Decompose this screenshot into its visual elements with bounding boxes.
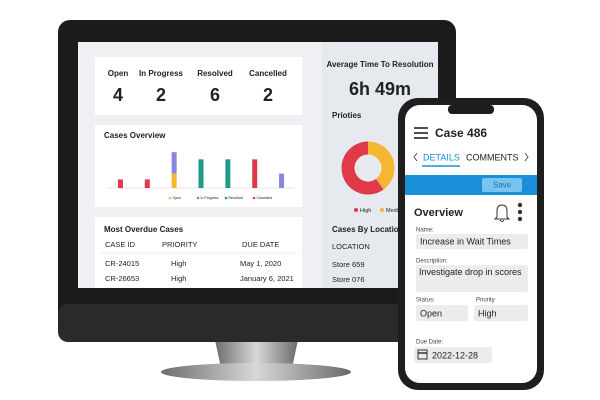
- column-header: DUE DATE: [242, 240, 279, 249]
- save-button[interactable]: [482, 178, 522, 192]
- field-value-box: Investigate drop in scores: [419, 267, 522, 277]
- field-value: Investigate drop in scores: [419, 267, 522, 277]
- tab[interactable]: COMMENTS: [466, 152, 519, 162]
- bar: [171, 152, 177, 174]
- field-label: Name:: [416, 228, 434, 234]
- cell: High: [171, 274, 186, 283]
- cell: CR-26653: [105, 274, 139, 283]
- bar: [279, 173, 285, 188]
- cell: Store 659: [332, 260, 365, 269]
- field-value: Increase in Wait Times: [420, 236, 511, 246]
- legend-label: Open: [173, 196, 182, 200]
- bar: [225, 159, 231, 188]
- legend-swatch: [354, 208, 358, 212]
- cell: CR-24015: [105, 259, 139, 268]
- stat-label: Cancelled: [249, 69, 287, 78]
- bell-icon[interactable]: [493, 204, 511, 222]
- field-box[interactable]: [416, 265, 528, 292]
- donut-slice: [367, 141, 395, 190]
- avg-time: 6h 49m: [349, 79, 411, 99]
- card-title: Cases By Location: [332, 225, 404, 234]
- tab-prev[interactable]: [413, 152, 418, 162]
- section-title: Overview: [414, 207, 463, 219]
- field-value: 2022-12-28: [432, 350, 478, 360]
- legend-swatch: [224, 196, 228, 200]
- donut-chart: High Medium: [341, 141, 406, 214]
- donut-slice: [341, 141, 384, 195]
- monitor-chin: [58, 304, 456, 342]
- stats-card: [95, 57, 302, 115]
- stat-value: 2: [263, 85, 273, 105]
- column-header: LOCATION: [332, 242, 370, 251]
- card-title: Cases Overview: [104, 131, 166, 140]
- stat-label: Open: [108, 69, 129, 78]
- bar: [144, 179, 150, 188]
- stat-value: 6: [210, 85, 220, 105]
- column-header: PRIORITY: [162, 240, 197, 249]
- stat-value: 2: [156, 85, 166, 105]
- bar: [117, 179, 123, 188]
- calendar-icon: [417, 349, 428, 360]
- field-box[interactable]: [474, 305, 528, 321]
- field-label: Description:: [416, 259, 448, 265]
- tab[interactable]: DETAILS: [423, 152, 460, 162]
- cell: Store 076: [332, 275, 365, 284]
- monitor-screen: Open 4 In Progress 2 Resolved 6 Cancelle…: [78, 42, 438, 288]
- save-label[interactable]: Save: [493, 181, 512, 190]
- case-title: Case 486: [435, 126, 487, 140]
- legend-label: High: [360, 208, 371, 214]
- legend-swatch: [252, 196, 256, 200]
- legend-swatch: [196, 196, 200, 200]
- stat-label: Resolved: [197, 69, 233, 78]
- cell: High: [171, 259, 186, 268]
- bar-chart: Open In Progress Resolved Cancelled: [117, 152, 285, 200]
- stat-value: 4: [113, 85, 123, 105]
- more-icon[interactable]: [517, 202, 523, 222]
- tab-next[interactable]: [524, 152, 529, 162]
- bar: [252, 159, 258, 188]
- field-box[interactable]: [416, 305, 468, 321]
- bar: [171, 173, 177, 188]
- field-value: High: [478, 308, 497, 318]
- field-label: Priority: [476, 298, 495, 304]
- legend-swatch: [168, 196, 172, 200]
- field-value: Open: [420, 308, 442, 318]
- field-label: Due Date:: [416, 340, 443, 346]
- stand-base: [161, 363, 351, 381]
- cell: January 6, 2021: [240, 274, 294, 283]
- overdue-card: [95, 217, 302, 288]
- phone-notch: [448, 105, 494, 114]
- column-header: CASE ID: [105, 240, 136, 249]
- field-box[interactable]: [414, 347, 492, 363]
- legend-label: In Progress: [201, 196, 219, 200]
- card-title: Average Time To Resolution: [327, 60, 434, 69]
- card-title: Most Overdue Cases: [104, 225, 184, 234]
- card-title: Prioties: [332, 111, 362, 120]
- menu-icon[interactable]: [414, 127, 428, 139]
- bar: [198, 159, 204, 188]
- stat-label: In Progress: [139, 69, 184, 78]
- stand-neck: [215, 340, 298, 368]
- cell: May 1, 2020: [240, 259, 281, 268]
- legend-swatch: [380, 208, 384, 212]
- legend-label: Medium: [386, 208, 406, 214]
- field-box[interactable]: [416, 234, 528, 249]
- legend-label: Cancelled: [257, 196, 273, 200]
- field-label: Status:: [416, 298, 435, 304]
- legend-label: Resolved: [229, 196, 244, 200]
